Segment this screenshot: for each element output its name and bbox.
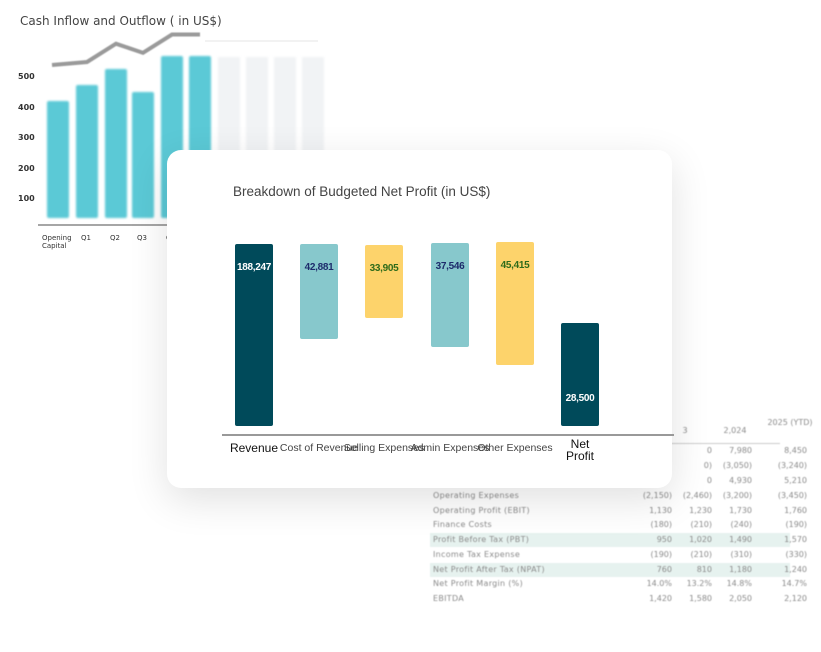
x-tick-label: Opening Capital bbox=[42, 234, 72, 250]
table-row: Income Tax Expense (190) (210) (310) (330) bbox=[430, 548, 807, 562]
table-cell: 14.0% bbox=[646, 579, 672, 589]
bar-revenue: 188,247 bbox=[235, 244, 273, 426]
table-cell: (180) bbox=[650, 520, 672, 530]
bar-admin-expenses: 37,546 bbox=[431, 243, 469, 347]
table-cell: (3,240) bbox=[777, 461, 807, 470]
table-cell: (2,460) bbox=[682, 491, 712, 500]
header-divider bbox=[670, 443, 780, 444]
table-cell: 14.8% bbox=[726, 579, 752, 589]
net-profit-card: Breakdown of Budgeted Net Profit (in US$… bbox=[167, 150, 674, 488]
table-cell: 0 bbox=[706, 446, 712, 455]
cash-line bbox=[51, 32, 200, 68]
table-cell: (210) bbox=[690, 520, 712, 530]
table-row: Net Profit Margin (%) 14.0% 13.2% 14.8% 14.7… bbox=[430, 577, 807, 591]
table-cell: (3,450) bbox=[777, 491, 807, 500]
row-label: Finance Costs bbox=[433, 520, 493, 530]
table-cell: 0) bbox=[703, 461, 712, 470]
table-cell: 1,240 bbox=[784, 564, 807, 574]
table-cell: 1,230 bbox=[689, 505, 712, 515]
y-tick-label: 100 bbox=[18, 194, 35, 203]
table-cell: 810 bbox=[696, 564, 712, 574]
row-label: Net Profit Margin (%) bbox=[433, 579, 524, 589]
data-label: 188,247 bbox=[236, 262, 272, 273]
x-axis-line bbox=[222, 434, 674, 436]
y-tick-label: 500 bbox=[18, 72, 35, 81]
row-label: Operating Expenses bbox=[433, 491, 520, 500]
table-cell: (240) bbox=[730, 520, 752, 530]
table-cell: 760 bbox=[656, 564, 672, 574]
table-row: Profit Before Tax (PBT) 950 1,020 1,490 1,57… bbox=[430, 533, 807, 548]
row-label: Operating Profit (EBIT) bbox=[433, 505, 530, 515]
y-tick-label: 400 bbox=[18, 102, 35, 112]
row-label: Income Tax Expense bbox=[433, 549, 521, 559]
table-cell: 1,730 bbox=[729, 505, 752, 515]
table-cell: 1,760 bbox=[784, 505, 807, 515]
x-tick-label: Q2 bbox=[110, 234, 120, 242]
data-label: 37,546 bbox=[435, 261, 465, 272]
cash-flow-plot bbox=[38, 32, 318, 226]
table-cell: 1,570 bbox=[784, 535, 807, 545]
y-tick-label: 300 bbox=[18, 133, 35, 142]
table-cell: 13.2% bbox=[686, 579, 712, 589]
table-row: EBITDA 1,420 1,580 2,050 2,120 bbox=[430, 592, 807, 606]
table-header: 3 bbox=[682, 426, 688, 435]
table-cell: 2,050 bbox=[729, 593, 752, 603]
cash-flow-title: Cash Inflow and Outflow ( in US$) bbox=[20, 14, 222, 28]
row-label: Net Profit After Tax (NPAT) bbox=[433, 564, 545, 574]
table-cell: (210) bbox=[690, 549, 712, 559]
category-label: Selling Expenses bbox=[343, 442, 425, 454]
cash-bar bbox=[47, 101, 69, 218]
table-cell: 2,120 bbox=[784, 593, 807, 603]
bar-selling-expenses: 33,905 bbox=[365, 245, 403, 318]
category-label: Other Expenses bbox=[477, 442, 553, 454]
table-cell: (310) bbox=[730, 549, 752, 559]
table-cell: 1,580 bbox=[689, 593, 712, 603]
category-label: Net Profit bbox=[565, 437, 594, 463]
table-cell: 5,210 bbox=[784, 476, 807, 485]
bar-cost-of-revenue: 42,881 bbox=[300, 244, 338, 339]
table-cell: 8,450 bbox=[784, 446, 807, 455]
table-cell: 1,490 bbox=[729, 535, 752, 545]
table-row: Net Profit After Tax (NPAT) 760 810 1,180 1,… bbox=[430, 562, 807, 577]
table-cell: (190) bbox=[785, 520, 807, 530]
row-label: EBITDA bbox=[433, 593, 465, 603]
table-cell: 950 bbox=[656, 535, 672, 545]
category-label: Revenue bbox=[229, 441, 279, 455]
x-tick-label: Q1 bbox=[81, 234, 91, 242]
table-cell: 1,180 bbox=[729, 564, 752, 574]
table-cell: (3,050) bbox=[722, 461, 752, 470]
category-label: Admin Expenses bbox=[410, 442, 490, 454]
data-label: 33,905 bbox=[369, 263, 399, 274]
cash-bar bbox=[105, 69, 127, 218]
table-cell: 0 bbox=[706, 476, 712, 485]
table-cell: (330) bbox=[785, 549, 807, 559]
table-header: 2,024 bbox=[723, 426, 747, 435]
bar-other-expenses: 45,415 bbox=[496, 242, 534, 365]
table-cell: (3,200) bbox=[722, 491, 752, 500]
table-cell: 1,130 bbox=[649, 505, 672, 515]
category-label: Cost of Revenue bbox=[279, 442, 359, 454]
card-title: Breakdown of Budgeted Net Profit (in US$… bbox=[233, 184, 491, 199]
table-cell: 1,420 bbox=[649, 593, 672, 603]
cash-bar bbox=[76, 84, 98, 218]
data-label: 45,415 bbox=[500, 260, 530, 271]
y-tick-label: 200 bbox=[18, 163, 35, 173]
x-tick-label: Q3 bbox=[137, 234, 147, 242]
table-cell: (2,150) bbox=[642, 491, 672, 500]
table-row: Operating Profit (EBIT) 1,130 1,230 1,730 1,… bbox=[430, 504, 807, 518]
bar-net-profit: 28,500 bbox=[561, 323, 599, 426]
table-cell: 14.7% bbox=[781, 579, 807, 589]
table-row: Finance Costs (180) (210) (240) (190) bbox=[430, 518, 807, 532]
cash-bar bbox=[132, 92, 154, 218]
row-label: Profit Before Tax (PBT) bbox=[433, 535, 530, 545]
data-label: 42,881 bbox=[304, 262, 334, 273]
table-row: Operating Expenses (2,150) (2,460) (3,200) (… bbox=[430, 489, 807, 503]
table-header: 2025 (YTD) bbox=[767, 418, 813, 427]
table-cell: 1,020 bbox=[689, 535, 712, 545]
table-cell: 7,980 bbox=[729, 446, 752, 455]
table-cell: (190) bbox=[650, 549, 672, 559]
table-cell: 4,930 bbox=[729, 476, 752, 485]
financial-table: 3 2,024 2025 (YTD) 0 7,980 8,450 0) (3,050) (3,2… bbox=[420, 410, 813, 620]
data-label: 28,500 bbox=[565, 393, 595, 404]
